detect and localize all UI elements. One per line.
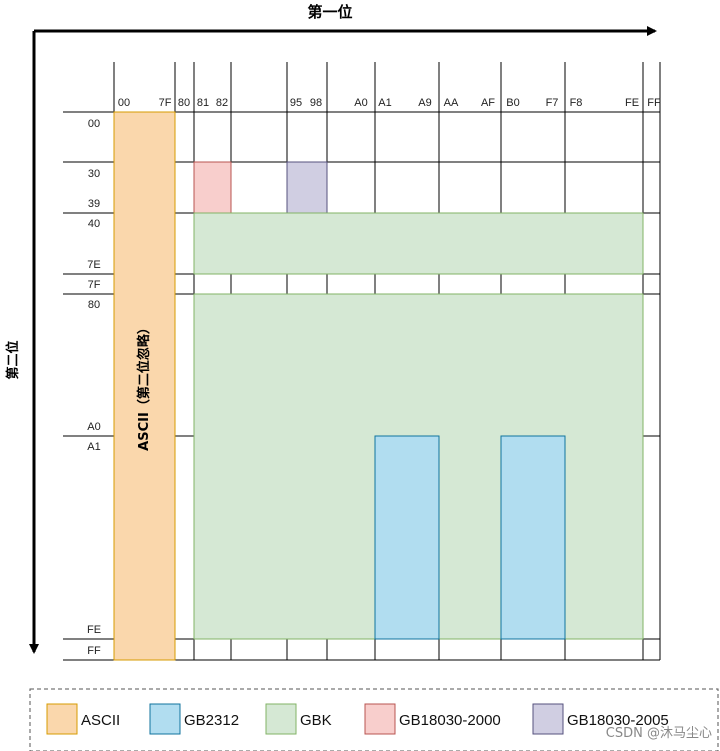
- region-gb2312-b0-f7: [500, 435, 566, 640]
- second-byte-tick: FF: [87, 645, 101, 657]
- legend-label: ASCII: [81, 712, 120, 729]
- first-byte-tick: 80: [178, 97, 190, 109]
- first-byte-tick: FE: [625, 97, 639, 109]
- legend-border: [29, 688, 719, 751]
- legend-label: GB18030-2005: [567, 712, 669, 729]
- legend-item: ASCII: [46, 703, 120, 735]
- encoding-regions: [113, 111, 644, 661]
- legend-item: GBK: [265, 703, 332, 735]
- region-ascii: [113, 111, 176, 661]
- first-byte-tick: 98: [310, 97, 322, 109]
- second-byte-tick: A0: [87, 421, 100, 433]
- first-byte-tick: 81: [197, 97, 209, 109]
- first-byte-axis-title: 第一位: [307, 3, 352, 21]
- legend-label: GB2312: [184, 712, 239, 729]
- second-byte-tick: FE: [87, 624, 101, 636]
- axes: 第一位 第二位: [5, 3, 657, 654]
- second-byte-tick: 39: [88, 198, 100, 210]
- second-byte-tick: 80: [88, 299, 100, 311]
- legend-swatch: [265, 703, 297, 735]
- region-gb2312-a1-a9: [374, 435, 440, 640]
- ascii-region-label: ASCII（第二位忽略）: [136, 321, 152, 451]
- legend: ASCII GB2312 GBK GB18030-2000 GB18030-2005: [29, 688, 719, 751]
- region-gbk-40-7e: [193, 212, 644, 275]
- legend-label: GBK: [300, 712, 332, 729]
- legend-item: GB2312: [149, 703, 239, 735]
- legend-swatch: [364, 703, 396, 735]
- second-byte-tick: 7E: [87, 259, 100, 271]
- region-gb18030-2000: [193, 161, 232, 214]
- first-byte-tick: 82: [216, 97, 228, 109]
- legend-swatch: [149, 703, 181, 735]
- second-byte-tick: A1: [87, 441, 100, 453]
- first-byte-tick: AF: [481, 97, 495, 109]
- legend-swatch: [46, 703, 78, 735]
- watermark: CSDN @沐马尘心: [606, 726, 712, 741]
- first-byte-tick: FF: [647, 97, 661, 109]
- first-byte-tick: AA: [444, 97, 459, 109]
- first-byte-tick: F8: [570, 97, 583, 109]
- legend-label: GB18030-2000: [399, 712, 501, 729]
- legend-item: GB18030-2000: [364, 703, 501, 735]
- region-gb18030-2005: [286, 161, 328, 214]
- second-byte-tick: 30: [88, 168, 100, 180]
- first-byte-tick: 7F: [159, 97, 172, 109]
- first-byte-tick: B0: [506, 97, 519, 109]
- second-byte-axis-title: 第二位: [5, 340, 21, 379]
- first-byte-tick-labels: 00 7F 80 81 82 95 98 A0 A1 A9 AA AF B0 F7 F8 FE FF: [118, 97, 661, 109]
- first-byte-tick: A0: [354, 97, 367, 109]
- first-byte-tick: A9: [418, 97, 431, 109]
- first-byte-tick: A1: [378, 97, 391, 109]
- first-byte-tick: F7: [546, 97, 559, 109]
- first-byte-tick: 00: [118, 97, 130, 109]
- second-byte-tick: 7F: [88, 279, 101, 291]
- legend-swatch: [532, 703, 564, 735]
- second-byte-tick: 40: [88, 218, 100, 230]
- first-byte-tick: 95: [290, 97, 302, 109]
- second-byte-tick-labels: 00 30 39 40 7E 7F 80 A0 A1 FE FF: [87, 118, 101, 657]
- legend-item: GB18030-2005: [532, 703, 669, 735]
- second-byte-tick: 00: [88, 118, 100, 130]
